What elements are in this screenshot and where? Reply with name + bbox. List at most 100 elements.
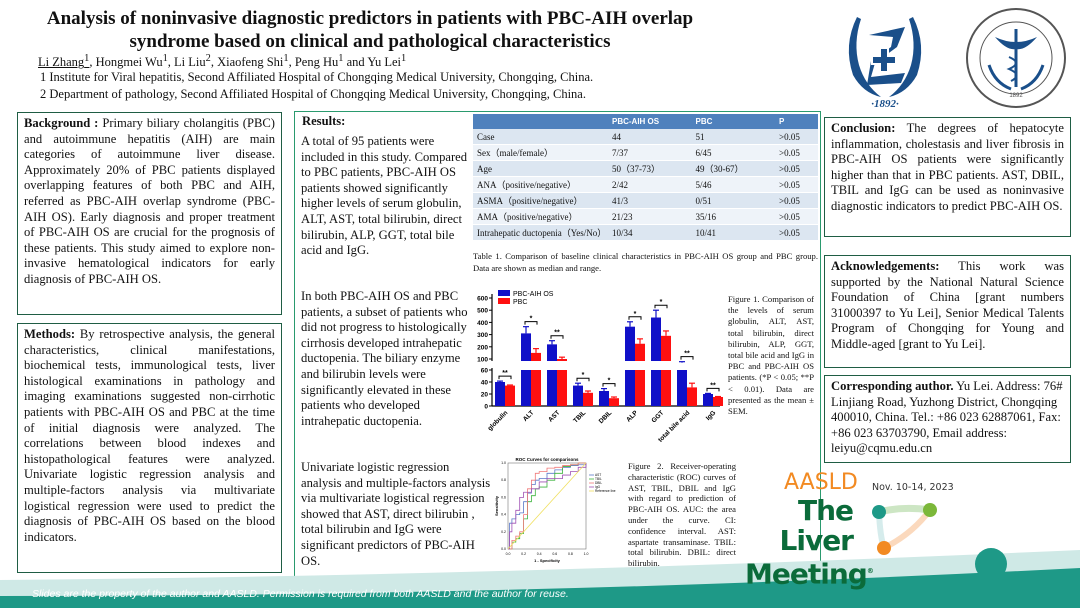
bar [609,398,619,406]
significance-label: ** [710,382,716,389]
author-list: Li Zhang1, Hongmei Wu1, Li Liu2, Xiaofen… [38,53,407,70]
svg-text:·1892·: ·1892· [871,98,899,110]
bar [505,385,515,406]
affiliation-1: 1 Institute for Viral hepatitis, Second … [40,70,594,84]
figure-1-caption: Figure 1. Comparison of the levels of se… [728,294,814,417]
x-tick-label: 0.6 [552,552,557,556]
chart-title: ROC Curves for comparisons [515,457,579,462]
x-tick-label: ALT [522,409,536,423]
x-tick-label: 0.4 [537,552,542,556]
significance-label: ** [554,330,560,337]
table-cell: 6/45 [691,144,775,161]
significance-bracket [628,316,642,320]
table-row: Intrahepatic ductopenia（Yes/No） 10/34 10/4… [473,224,818,241]
table-cell: 41/3 [608,192,692,209]
table-cell: 0/51 [691,192,775,209]
x-tick-label: GGT [650,409,665,424]
significance-bracket [602,383,616,387]
x-tick-label: globulin [487,409,510,432]
bar [703,394,713,406]
decorative-circle [975,548,1007,580]
y-tick-label: 400 [477,320,488,327]
conclusion-heading: Conclusion: [831,121,896,135]
bar [635,370,645,406]
y-tick-label: 300 [477,332,488,339]
acknowledgements-text: This work was supported by the National … [831,259,1064,351]
x-tick-label: AST [547,409,561,423]
legend-label: PBC [513,299,527,306]
bar [651,370,661,406]
legend-label: AST [595,473,601,477]
background-section: Background : Primary biliary cholangitis… [17,112,282,315]
table-cell: AMA（positive/negative） [473,208,608,225]
table-cell: ASMA（positive/negative） [473,192,608,209]
affiliation-2: 2 Department of pathology, Second Affili… [40,87,586,101]
bar [573,385,583,406]
y-tick-label: 0 [484,404,488,411]
table-cell: Case [473,129,608,145]
decorative-wave [0,550,1080,608]
table-1-caption: Table 1. Comparison of baseline clinical… [473,251,818,273]
x-tick-label: 0.2 [521,552,526,556]
bar [583,392,593,406]
background-text: Primary biliary cholangitis (PBC) and au… [24,116,275,286]
table-cell: 44 [608,129,692,145]
x-axis-label: 1 - Specificity [534,558,561,563]
legend-label: PBC-AIH OS [513,291,554,298]
y-tick-label: 20 [481,392,489,399]
roc-curve [508,463,587,550]
legend-swatch [498,290,510,296]
bar [677,370,687,406]
table-cell: 51 [691,129,775,145]
conclusion-section: Conclusion: The degrees of hepatocyte in… [824,117,1071,237]
y-tick-label: 1.0 [501,461,506,465]
x-tick-label: TBIL [572,409,587,424]
table-cell: 50（37-73） [608,160,692,177]
table-row: Age 50（37-73） 49（30-67） >0.05 [473,160,818,177]
table-cell: >0.05 [775,176,818,193]
figure-2-caption: Figure 2. Receiver-operating characteris… [628,461,736,569]
table-1: PBC-AIH OS PBC P Case 44 51 >0.05 Sex（male/fem… [473,114,818,274]
table-row: ASMA（positive/negative） 41/3 0/51 >0.05 [473,192,818,209]
table-row: Sex（male/female） 7/37 6/45 >0.05 [473,144,818,161]
y-tick-label: 500 [477,308,488,315]
author: Hongmei Wu1 [95,53,168,70]
y-tick-label: 40 [481,380,489,387]
corresponding-heading: Corresponding author. [831,379,954,393]
legend-label: IgG [595,485,601,489]
bar [495,382,505,406]
bar [625,370,635,406]
methods-text: By retrospective analysis, the general c… [24,327,275,544]
table-header-row: PBC-AIH OS PBC P [473,114,818,129]
corresponding-text: Yu Lei. Address: 76# Linjiang Road, Yuzh… [831,379,1063,456]
y-tick-label: 0.6 [501,495,506,499]
results-paragraph-2: In both PBC-AIH OS and PBC patients, a s… [301,289,468,428]
legend-label: DBIL [595,481,602,485]
results-paragraph-3: Univariate logistic regression analysis … [301,460,491,568]
x-tick-label: IgG [705,409,718,422]
bar [625,326,635,361]
y-tick-label: 0.2 [501,530,506,534]
table-cell: 7/37 [608,144,692,161]
bar [547,370,557,406]
significance-label: * [634,311,637,318]
liver-meeting-logo: The Liver Meeting® [745,494,874,591]
table-cell: Age [473,160,608,177]
poster-title: Analysis of noninvasive diagnostic predi… [46,8,694,52]
table-cell: >0.05 [775,144,818,161]
table-cell: >0.05 [775,129,818,145]
author: Peng Hu1 [294,53,344,70]
table-cell: ANA（positive/negative） [473,176,608,193]
bar [713,397,723,406]
table-row: ANA（positive/negative） 2/42 5/46 >0.05 [473,176,818,193]
legend-label: TBIL [595,477,602,481]
methods-section: Methods: By retrospective analysis, the … [17,323,282,573]
author: Li Liu2 [174,53,211,70]
hospital-logo: ·1892· [848,17,922,110]
bar [557,370,567,406]
corresponding-section: Corresponding author. Yu Lei. Address: 7… [824,375,1071,463]
table-cell: 5/46 [691,176,775,193]
table-row: AMA（positive/negative） 21/23 35/16 >0.05 [473,208,818,225]
table-cell: 10/41 [691,224,775,241]
